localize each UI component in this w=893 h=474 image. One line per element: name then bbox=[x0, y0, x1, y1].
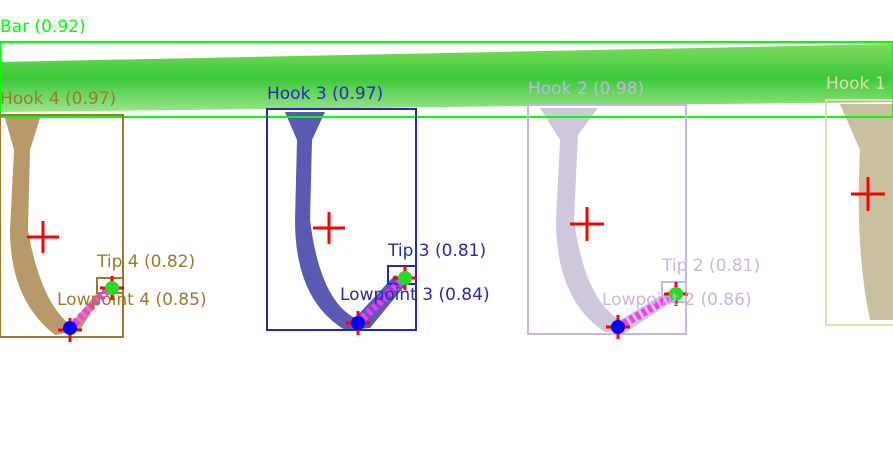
bar-object bbox=[0, 44, 893, 112]
bbox bbox=[825, 99, 893, 326]
bbox bbox=[0, 114, 124, 338]
detection-label: Tip 3 (0.81) bbox=[387, 241, 486, 261]
detection-label: Tip 4 (0.82) bbox=[96, 252, 195, 272]
detection-label: Hook 1 bbox=[826, 74, 886, 94]
detection-label: Bar (0.92) bbox=[0, 17, 86, 37]
detection-label: Lowpoint 2 (0.86) bbox=[602, 290, 752, 310]
bbox bbox=[0, 41, 893, 118]
hook-object bbox=[285, 112, 408, 330]
detection-label: Tip 2 (0.81) bbox=[661, 256, 760, 276]
hook-object bbox=[5, 118, 105, 335]
bbox bbox=[527, 104, 687, 335]
detection-label: Hook 3 (0.97) bbox=[267, 84, 383, 104]
center-markers bbox=[27, 177, 885, 342]
bbox bbox=[266, 108, 417, 331]
detection-label: Lowpoint 3 (0.84) bbox=[340, 285, 490, 305]
keypoint-trail bbox=[355, 275, 408, 326]
detection-label: Hook 2 (0.98) bbox=[528, 79, 644, 99]
hook-object bbox=[840, 104, 893, 320]
keypoints bbox=[63, 271, 683, 335]
bbox bbox=[661, 281, 687, 303]
detection-label: Hook 4 (0.97) bbox=[0, 89, 116, 109]
detection-label: Lowpoint 4 (0.85) bbox=[57, 290, 207, 310]
keypoint-trail bbox=[67, 285, 113, 331]
hook-object bbox=[540, 108, 678, 333]
